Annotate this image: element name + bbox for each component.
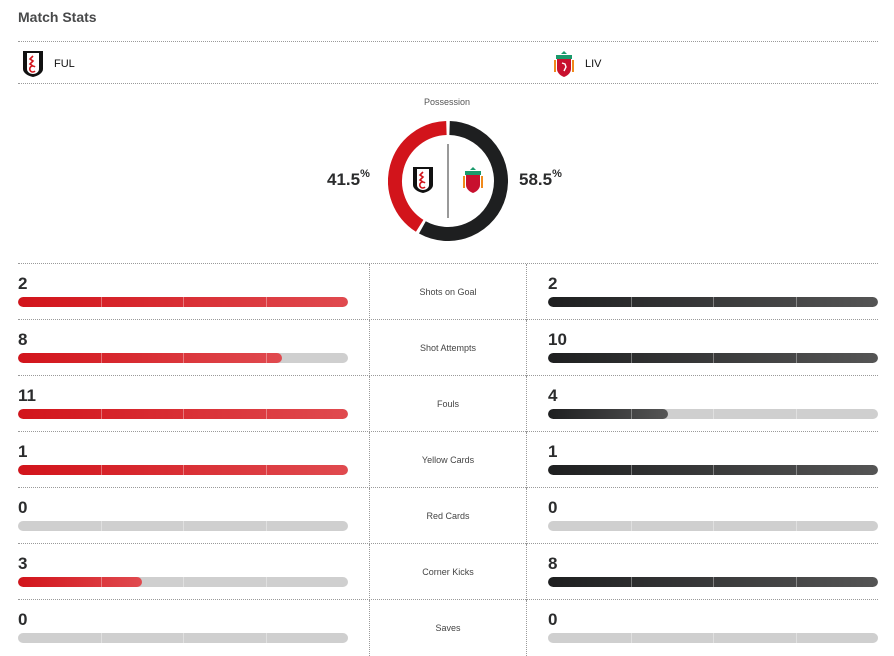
stat-label: Red Cards <box>369 488 527 544</box>
stat-label: Shots on Goal <box>369 264 527 320</box>
away-stat-fill <box>548 465 878 475</box>
stat-label: Yellow Cards <box>369 432 527 488</box>
home-stat-fill <box>18 465 348 475</box>
stat-row: 3 Corner Kicks 8 <box>18 543 878 600</box>
home-stat-value: 1 <box>18 442 28 461</box>
away-team[interactable]: LIV <box>553 50 602 78</box>
away-stat-bar <box>548 521 878 531</box>
away-stat-fill <box>548 577 878 587</box>
home-stat-bar <box>18 633 348 643</box>
home-stat-bar <box>18 353 348 363</box>
away-stat-fill <box>548 297 878 307</box>
stat-row: 1 Yellow Cards 1 <box>18 431 878 488</box>
home-possession-arc <box>388 121 447 232</box>
possession-widget: Possession 41.5% 58.5% <box>0 84 894 264</box>
home-stat-value: 8 <box>18 330 28 349</box>
home-stat-value: 0 <box>18 498 28 517</box>
home-stat-fill <box>18 577 142 587</box>
home-stat-fill <box>18 409 348 419</box>
home-stat-bar <box>18 297 348 307</box>
home-stat-bar <box>18 521 348 531</box>
away-stat-value: 2 <box>548 274 558 293</box>
fulham-crest-icon <box>23 51 43 77</box>
stats-table: 2 Shots on Goal 2 8 Shot Attempts 10 11 … <box>18 263 878 656</box>
home-stat-fill <box>18 353 282 363</box>
home-stat-value: 0 <box>18 610 28 629</box>
section-title: Match Stats <box>18 9 97 25</box>
away-stat-fill <box>548 409 668 419</box>
away-stat-bar <box>548 465 878 475</box>
teams-header: FUL LIV <box>18 41 878 84</box>
stat-label: Shot Attempts <box>369 320 527 376</box>
home-stat-value: 11 <box>18 386 36 405</box>
home-team-abbr: FUL <box>54 58 75 70</box>
fulham-crest-icon <box>413 167 433 193</box>
away-stat-value: 4 <box>548 386 558 405</box>
stat-row: 2 Shots on Goal 2 <box>18 263 878 320</box>
stat-row: 0 Saves 0 <box>18 599 878 656</box>
home-stat-value: 2 <box>18 274 28 293</box>
stat-label: Saves <box>369 600 527 656</box>
away-team-abbr: LIV <box>585 58 602 70</box>
liverpool-crest-icon <box>554 51 574 77</box>
home-stat-bar <box>18 465 348 475</box>
away-stat-bar <box>548 353 878 363</box>
home-stat-bar <box>18 409 348 419</box>
liverpool-crest-icon <box>463 167 483 193</box>
home-stat-fill <box>18 297 348 307</box>
stat-label: Fouls <box>369 376 527 432</box>
home-possession: 41.5% <box>327 168 370 189</box>
away-stat-value: 1 <box>548 442 558 461</box>
home-stat-bar <box>18 577 348 587</box>
stat-row: 8 Shot Attempts 10 <box>18 319 878 376</box>
away-possession: 58.5% <box>519 168 562 189</box>
stat-label: Corner Kicks <box>369 544 527 600</box>
away-stat-value: 10 <box>548 330 567 349</box>
away-stat-value: 8 <box>548 554 558 573</box>
away-stat-bar <box>548 297 878 307</box>
stat-row: 11 Fouls 4 <box>18 375 878 432</box>
away-stat-fill <box>548 353 878 363</box>
home-team[interactable]: FUL <box>22 50 75 78</box>
away-stat-value: 0 <box>548 498 558 517</box>
away-stat-bar <box>548 633 878 643</box>
stat-row: 0 Red Cards 0 <box>18 487 878 544</box>
away-stat-value: 0 <box>548 610 558 629</box>
possession-donut <box>388 121 508 241</box>
home-stat-value: 3 <box>18 554 28 573</box>
away-stat-bar <box>548 577 878 587</box>
away-stat-bar <box>548 409 878 419</box>
away-possession-arc <box>419 121 508 241</box>
possession-label: Possession <box>423 97 471 107</box>
